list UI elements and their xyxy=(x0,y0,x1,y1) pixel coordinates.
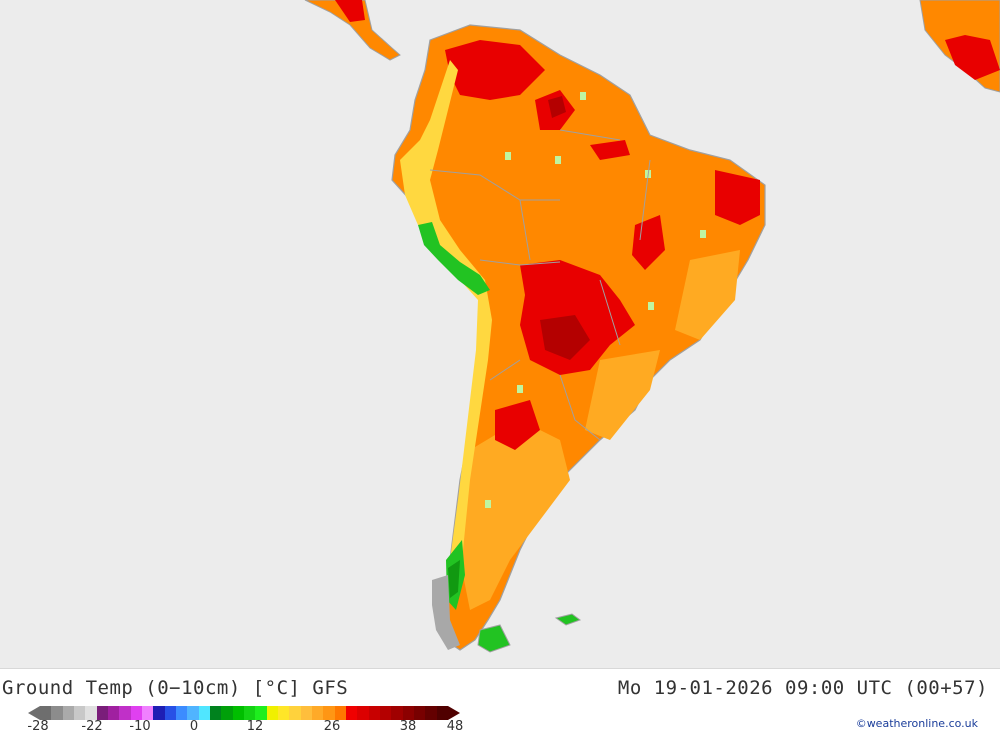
legend-tick: -10 xyxy=(129,719,151,734)
lake-marker xyxy=(700,230,706,238)
legend-swatch xyxy=(425,706,438,720)
light-orange-east xyxy=(675,250,740,340)
light-orange-south xyxy=(460,420,570,610)
hot-north xyxy=(445,40,545,100)
legend-swatch xyxy=(221,706,234,720)
legend-swatch xyxy=(198,706,211,720)
legend-swatch xyxy=(278,706,290,720)
legend-swatch xyxy=(255,706,268,720)
legend-swatch xyxy=(119,706,132,720)
hot-argentina xyxy=(495,400,540,450)
legend-swatch xyxy=(334,706,347,720)
legend-swatch xyxy=(368,706,381,720)
legend-swatch xyxy=(414,706,426,720)
legend-swatch xyxy=(436,706,449,720)
legend-swatch xyxy=(266,706,279,720)
legend-swatch xyxy=(130,706,143,720)
legend-swatch xyxy=(232,706,245,720)
hot-northeast xyxy=(715,170,760,225)
legend-swatch xyxy=(96,706,109,720)
legend-swatch xyxy=(210,706,222,720)
hot-chaco-dark xyxy=(540,315,590,360)
legend-swatch xyxy=(176,706,188,720)
hot-amazon-dark xyxy=(548,96,566,118)
lake-marker xyxy=(580,92,586,100)
legend-swatch xyxy=(164,706,177,720)
legend-swatch xyxy=(85,706,98,720)
legend-tick: -22 xyxy=(81,719,103,734)
andes-green-north xyxy=(418,222,490,295)
legend-swatch xyxy=(346,706,358,720)
lake-marker xyxy=(517,385,523,393)
legend-tick: 0 xyxy=(189,719,199,734)
andes-yellow xyxy=(400,60,492,580)
country-borders xyxy=(429,129,651,441)
valid-time: Mo 19-01-2026 09:00 UTC (00+57) xyxy=(617,677,988,699)
legend-swatch xyxy=(300,706,313,720)
legend-swatch xyxy=(40,706,52,720)
hot-north-coast xyxy=(590,140,630,160)
lake-marker xyxy=(555,156,561,164)
falkland-islands xyxy=(554,613,582,626)
legend-swatch xyxy=(187,706,200,720)
map-canvas xyxy=(304,0,1000,653)
legend-swatch xyxy=(312,706,324,720)
chile-grey-islands xyxy=(432,575,460,650)
africa-red xyxy=(945,35,1000,80)
map-title: Ground Temp (0−10cm) [°C] GFS xyxy=(2,677,349,699)
legend-swatch xyxy=(51,706,64,720)
legend-tick: -28 xyxy=(27,719,49,734)
light-orange-southeast xyxy=(585,350,660,440)
credit-link[interactable]: ©weatheronline.co.uk xyxy=(855,717,978,730)
lake-marker xyxy=(648,302,654,310)
legend-swatch xyxy=(153,706,166,720)
legend-tick: 38 xyxy=(399,719,417,734)
legend-swatch xyxy=(391,706,404,720)
lake-marker xyxy=(505,152,511,160)
legend-swatch xyxy=(380,706,392,720)
legend-swatch xyxy=(108,706,120,720)
legend-tick: 12 xyxy=(246,719,264,734)
legend-swatch xyxy=(244,706,256,720)
legend-swatch xyxy=(142,706,154,720)
legend-tick: 48 xyxy=(446,719,464,734)
legend-tick: 26 xyxy=(323,719,341,734)
hot-central xyxy=(632,215,665,270)
legend-arrow-right xyxy=(448,706,460,720)
central-america xyxy=(304,0,401,61)
legend-swatch xyxy=(289,706,302,720)
legend-swatch xyxy=(357,706,370,720)
tierra-del-fuego xyxy=(477,624,511,653)
temperature-map xyxy=(0,0,1000,669)
legend-swatch xyxy=(62,706,75,720)
legend-arrow-left xyxy=(28,706,40,720)
legend-swatch xyxy=(74,706,86,720)
legend-swatch xyxy=(402,706,415,720)
lake-marker xyxy=(485,500,491,508)
legend-swatch xyxy=(323,706,336,720)
patagonia-dark-green xyxy=(448,560,460,598)
color-legend xyxy=(28,706,460,720)
central-america-red xyxy=(335,0,365,22)
